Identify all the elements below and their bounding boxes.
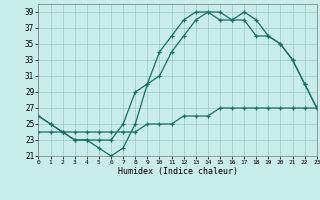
X-axis label: Humidex (Indice chaleur): Humidex (Indice chaleur): [118, 167, 238, 176]
